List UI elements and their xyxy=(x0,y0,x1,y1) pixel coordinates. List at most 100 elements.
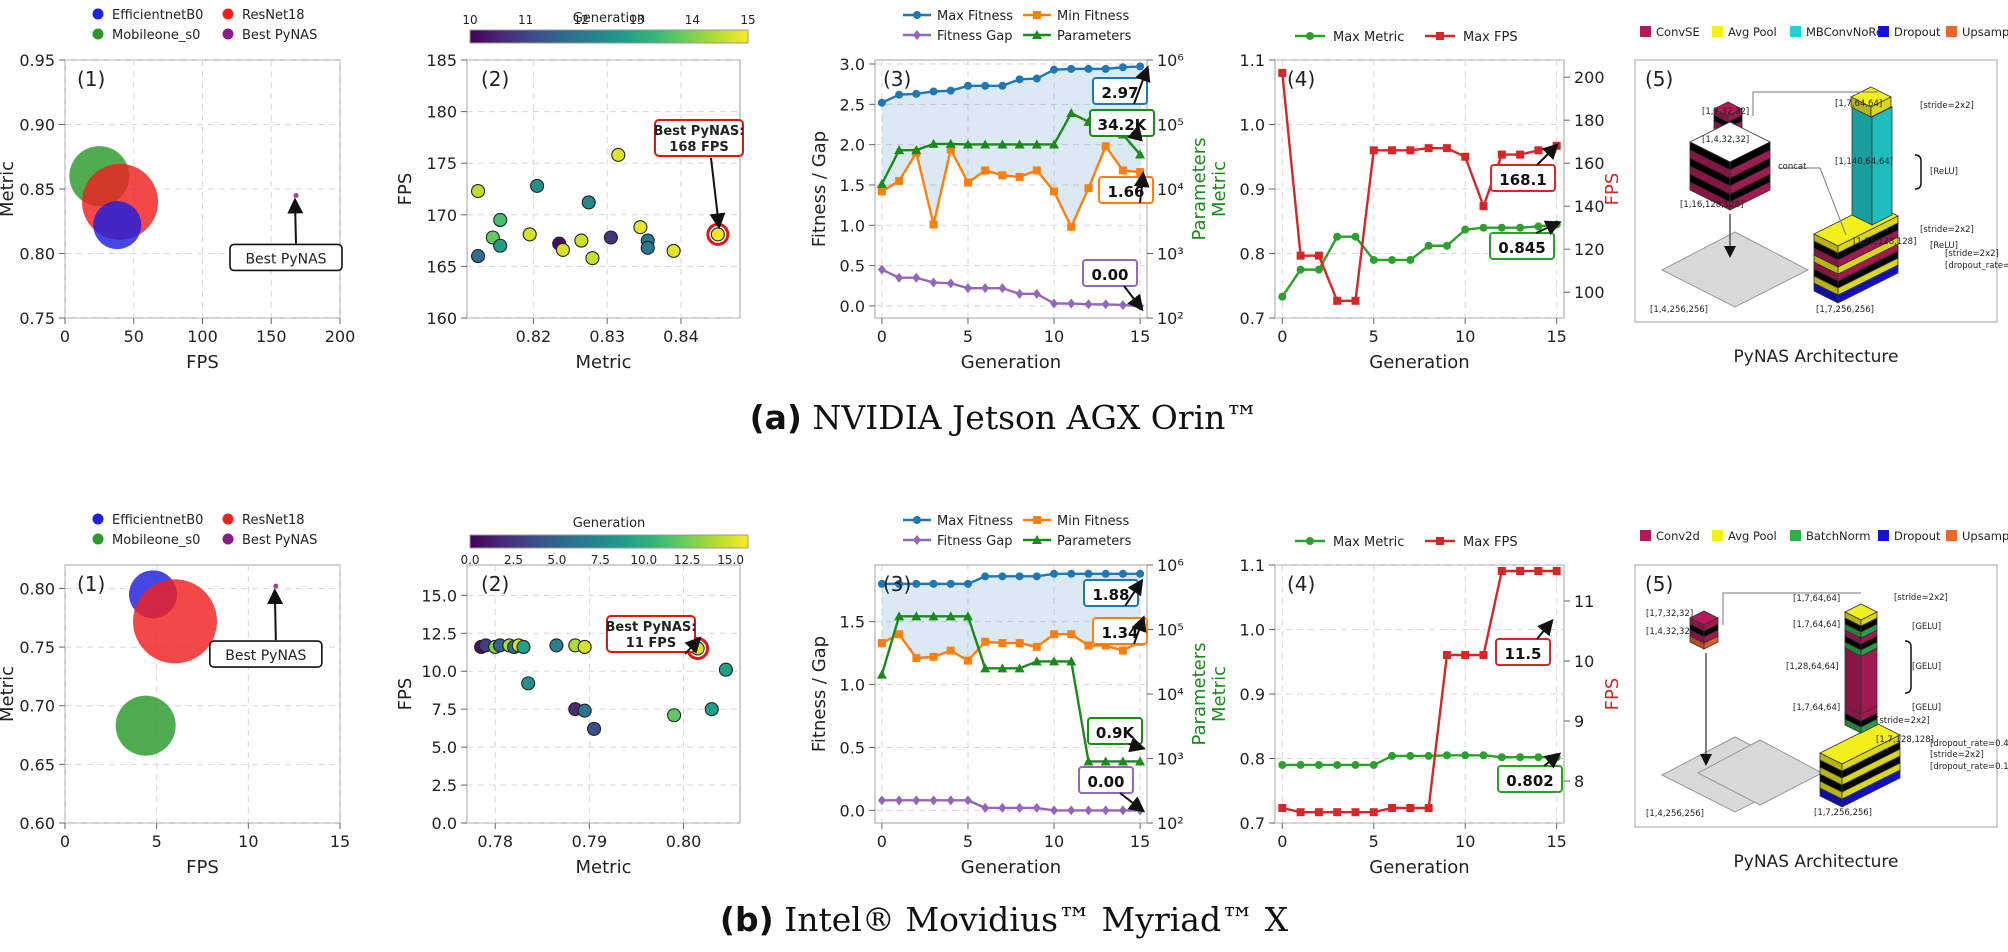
data-point xyxy=(667,708,682,723)
series-fitness-gap xyxy=(881,268,1141,308)
data-point xyxy=(1442,751,1451,760)
y-tick-label: 0.95 xyxy=(19,51,55,70)
data-point xyxy=(1442,144,1451,153)
legend-label: Max Fitness xyxy=(937,514,1013,529)
data-point xyxy=(1050,630,1059,639)
legend-label: ConvSE xyxy=(1656,25,1700,39)
legend-label: Dropout xyxy=(1894,25,1941,39)
colorbar-tick: 2.5 xyxy=(504,553,523,567)
y-tick-label: 0.0 xyxy=(432,814,457,833)
y-tick-label: 185 xyxy=(426,51,457,70)
legend-label: MBConvNoRes xyxy=(1806,25,1889,39)
x-tick-label: 5 xyxy=(1369,832,1379,851)
y-axis-label: Metric xyxy=(0,161,18,217)
data-point xyxy=(1032,802,1041,813)
brace xyxy=(1904,640,1912,694)
caption-b-text: Intel® Movidius™ Myriad™ X xyxy=(784,900,1289,939)
caption-a-label: (a) xyxy=(749,398,802,437)
arch-label: [1,7,256,256] xyxy=(1814,808,1872,818)
data-point xyxy=(1351,232,1360,241)
y2-tick-label: 160 xyxy=(1574,154,1605,173)
legend-swatch xyxy=(1712,530,1723,541)
y-tick-label: 15.0 xyxy=(421,586,457,605)
legend-swatch xyxy=(1712,26,1723,37)
x-tick-label: 10 xyxy=(1044,327,1064,346)
legend-label: ResNet18 xyxy=(242,513,305,528)
arch-label: [1,4,256,256] xyxy=(1646,809,1704,819)
y-tick-label: 0.70 xyxy=(19,697,55,716)
data-point xyxy=(998,639,1007,648)
data-point xyxy=(1067,805,1076,816)
colorbar-tick: 7.5 xyxy=(591,553,610,567)
colorbar-label: Generation xyxy=(573,11,646,26)
series-max-fps xyxy=(1282,569,1557,814)
data-point xyxy=(1101,569,1110,578)
y-tick-label: 2.5 xyxy=(432,776,457,795)
legend-label: EfficientnetB0 xyxy=(112,8,203,23)
series-max-fitness xyxy=(881,572,1141,586)
data-point xyxy=(981,572,990,581)
data-point xyxy=(1424,751,1433,760)
data-point xyxy=(929,795,938,806)
data-point xyxy=(981,166,990,175)
data-point xyxy=(946,86,955,95)
data-point xyxy=(1049,656,1060,666)
legend-label: EfficientnetB0 xyxy=(112,513,203,528)
annotation-text: Best PyNAS xyxy=(245,251,326,267)
data-point xyxy=(1118,805,1127,816)
series-max-metric xyxy=(1281,223,1557,298)
panel-number: (5) xyxy=(1645,67,1673,91)
legend-marker xyxy=(92,533,104,545)
caption-a: (a) NVIDIA Jetson AGX Orin™ xyxy=(0,398,2008,437)
legend-label: Parameters xyxy=(1057,29,1132,44)
legend-label: Mobileone_s0 xyxy=(112,28,200,43)
x-axis-label: Generation xyxy=(961,352,1061,373)
x-tick-label: 100 xyxy=(187,327,218,346)
data-point xyxy=(1406,751,1415,760)
data-point xyxy=(1436,537,1444,545)
x-tick-label: 5 xyxy=(152,832,162,851)
data-point xyxy=(1067,630,1076,639)
y-tick-label: 1.1 xyxy=(1240,51,1265,70)
data-point xyxy=(1032,642,1041,651)
arch-label: [1,7,256,256] xyxy=(1816,305,1874,315)
annotation-line1: Best PyNAS: xyxy=(606,620,697,635)
annotation-box xyxy=(209,640,323,668)
data-point xyxy=(998,572,1007,581)
panel-number: (2) xyxy=(481,67,509,91)
y-tick-label: 0.80 xyxy=(19,245,55,264)
colorbar-tick: 11 xyxy=(518,13,533,27)
data-point xyxy=(1406,804,1415,812)
colorbar-tick: 15.0 xyxy=(717,553,744,567)
fitness-band xyxy=(881,66,1141,227)
data-point xyxy=(581,195,596,210)
data-point xyxy=(1101,641,1110,650)
legend-marker xyxy=(222,28,234,40)
data-point xyxy=(895,90,904,99)
x-axis-label: Generation xyxy=(1369,857,1469,878)
data-point xyxy=(1015,639,1024,648)
data-point xyxy=(895,272,904,283)
legend-label: Best PyNAS xyxy=(242,533,317,548)
value-label-box xyxy=(1078,766,1134,794)
data-point xyxy=(718,662,733,677)
data-point xyxy=(1461,651,1470,659)
data-point xyxy=(1534,753,1543,762)
data-point xyxy=(1083,756,1094,766)
data-point xyxy=(1014,663,1025,673)
x-tick-label: 0.84 xyxy=(663,327,699,346)
legend-label: Max Fitness xyxy=(937,9,1013,24)
point-mobileone_s0 xyxy=(115,695,176,756)
value-label-box xyxy=(1489,232,1555,260)
panel-number: (4) xyxy=(1287,67,1315,91)
y-tick-label: 1.0 xyxy=(1240,621,1265,640)
data-point xyxy=(929,220,938,229)
data-point xyxy=(1032,166,1041,175)
connector xyxy=(1752,91,1878,116)
y-tick-label: 2.0 xyxy=(840,136,865,155)
data-point xyxy=(980,663,991,673)
panel-number: (1) xyxy=(77,572,105,596)
data-point xyxy=(1351,760,1360,769)
data-point xyxy=(1479,202,1488,211)
x-tick-label: 150 xyxy=(256,327,287,346)
